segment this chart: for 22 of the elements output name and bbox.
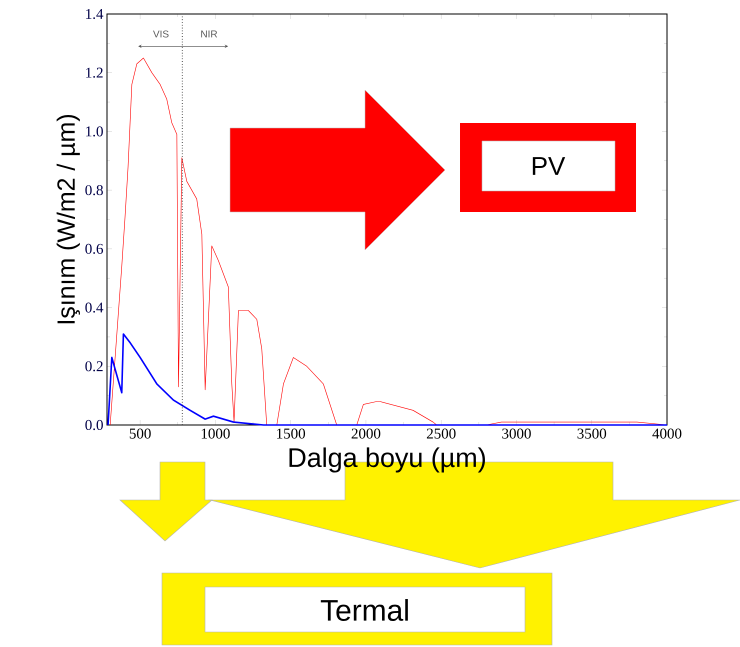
y-axis-title: Işınım (W/m2 / µm) — [56, 114, 80, 324]
x-tick-label: 1000 — [202, 428, 230, 439]
line-series — [107, 333, 668, 426]
annotation: VIS — [153, 30, 169, 38]
x-tick-label: 500 — [130, 428, 151, 439]
y-tick-label: 1.2 — [86, 68, 103, 78]
y-tick-label: 0.4 — [85, 302, 104, 313]
y-tick-label: 1.4 — [86, 8, 104, 20]
y-tick-label: 0.2 — [85, 361, 103, 372]
y-tick-label: 0.8 — [85, 185, 103, 196]
y-tick-label: 0.0 — [85, 420, 103, 430]
x-tick-label: 3500 — [578, 428, 606, 439]
x-tick-label: 4000 — [652, 428, 682, 439]
annotation: PV — [532, 157, 566, 175]
x-tick-label: 1500 — [277, 428, 306, 439]
annotation: NIR — [201, 30, 218, 38]
text: Termal — [320, 599, 408, 621]
x-tick-label: 3000 — [502, 428, 531, 439]
x-tick-label: 2500 — [426, 428, 456, 439]
y-tick-label: 1.0 — [86, 126, 103, 137]
y-tick-label: 0.6 — [85, 244, 104, 254]
x-tick-label: 2000 — [352, 428, 380, 439]
